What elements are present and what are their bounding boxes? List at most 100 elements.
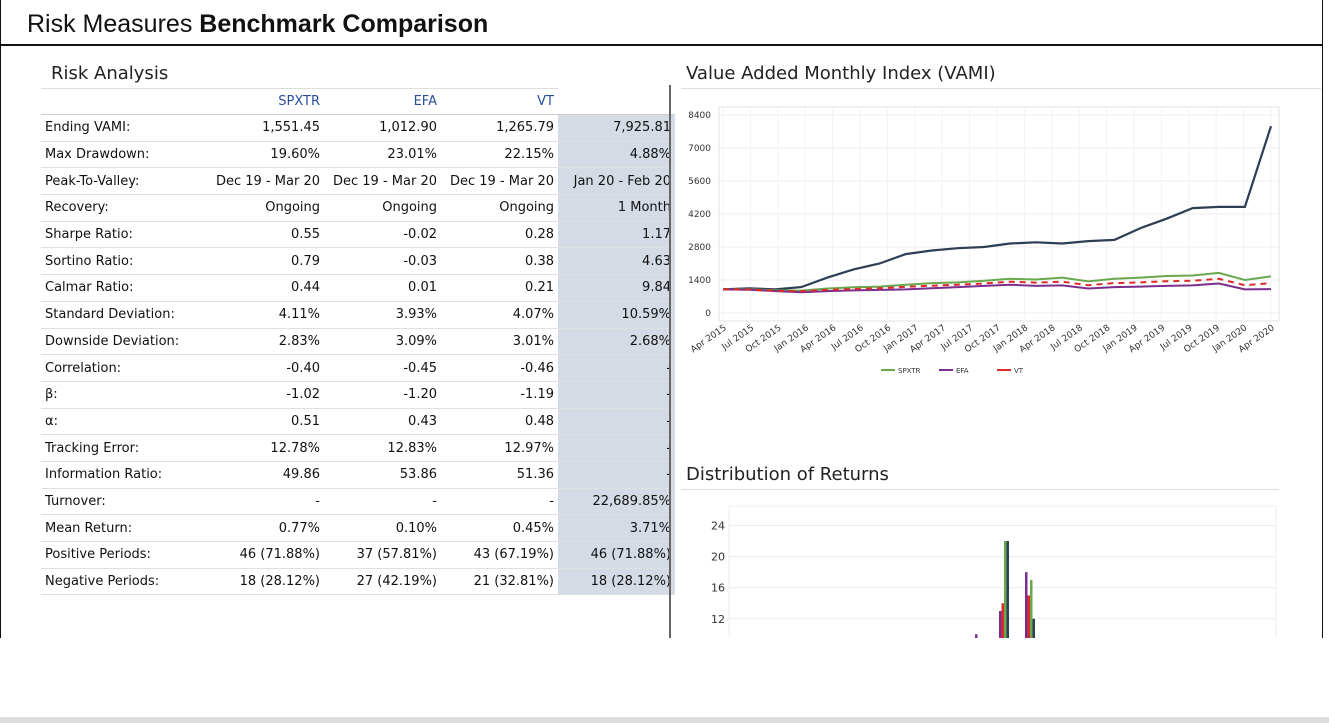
legend-label: VT <box>1014 367 1024 375</box>
y-tick-label: 8400 <box>688 111 711 121</box>
histogram-bar <box>999 611 1002 638</box>
cell-spxtr: 18 (28.12%) <box>207 568 324 596</box>
y-tick-label: 16 <box>711 582 725 595</box>
column-header-efa: EFA <box>324 88 441 115</box>
table-row: Sortino Ratio: 0.79 -0.03 0.38 4.63 <box>41 247 675 276</box>
histogram-bar <box>1030 579 1033 638</box>
row-label: Ending VAMI: <box>41 114 207 142</box>
table-row: Max Drawdown: 19.60% 23.01% 22.15% 4.88% <box>41 141 675 169</box>
histogram-bar <box>1032 618 1035 638</box>
row-label: Peak-To-Valley: <box>41 167 207 196</box>
cell-spxtr: 0.79 <box>207 247 324 276</box>
legend-label: SPXTR <box>898 367 921 375</box>
cell-vt: 51.36 <box>441 461 558 489</box>
title-bold: Benchmark Comparison <box>199 10 489 38</box>
plot-area <box>728 505 1277 638</box>
cell-efa: 3.93% <box>324 301 441 329</box>
cell-portfolio: 46 (71.88%) <box>558 541 675 569</box>
bottom-band <box>0 717 1329 723</box>
cell-portfolio: 4.63 <box>558 247 675 276</box>
cell-portfolio: - <box>558 461 675 489</box>
row-label: Standard Deviation: <box>41 301 207 329</box>
risk-analysis-title: Risk Analysis <box>51 63 169 84</box>
risk-table: SPXTR EFA VT Ending VAMI: 1,551.45 1,012.9… <box>41 88 675 596</box>
table-row: Downside Deviation: 2.83% 3.09% 3.01% 2.68% <box>41 328 675 356</box>
cell-vt: 43 (67.19%) <box>441 541 558 569</box>
histogram-bar <box>1006 541 1009 638</box>
cell-efa: 37 (57.81%) <box>324 541 441 569</box>
legend-label: EFA <box>956 367 969 375</box>
table-row: Tracking Error:12.78%12.83%12.97%- <box>41 434 675 462</box>
cell-vt: 4.07% <box>441 301 558 329</box>
row-label: Turnover: <box>41 488 207 516</box>
table-row: Calmar Ratio: 0.44 0.01 0.21 9.84 <box>41 274 675 302</box>
vami-rule <box>681 88 1321 89</box>
title-light: Risk Measures <box>27 10 193 38</box>
table-row: Ending VAMI: 1,551.45 1,012.90 1,265.79 7,92… <box>41 114 675 142</box>
cell-portfolio: 1.17 <box>558 221 675 249</box>
cell-efa: -0.02 <box>324 221 441 249</box>
report-page: Risk Measures Benchmark Comparison Risk … <box>0 0 1323 638</box>
cell-vt: 0.28 <box>441 221 558 249</box>
cell-spxtr: -0.40 <box>207 354 324 382</box>
page-title: Risk Measures Benchmark Comparison <box>27 10 488 39</box>
cell-portfolio: 2.68% <box>558 328 675 356</box>
row-label: Positive Periods: <box>41 541 207 569</box>
cell-spxtr: 4.11% <box>207 301 324 329</box>
vami-title: Value Added Monthly Index (VAMI) <box>686 63 996 84</box>
cell-efa: Dec 19 - Mar 20 <box>324 167 441 196</box>
cell-spxtr: 0.51 <box>207 408 324 436</box>
cell-efa: -1.20 <box>324 381 441 409</box>
y-tick-label: 24 <box>711 520 725 533</box>
distribution-chart: 812162024 <box>711 505 1277 638</box>
column-header-portfolio <box>558 88 675 115</box>
table-row: β:-1.02-1.20-1.19- <box>41 381 675 409</box>
cell-vt: Dec 19 - Mar 20 <box>441 167 558 196</box>
row-label: Tracking Error: <box>41 434 207 462</box>
row-label: Downside Deviation: <box>41 328 207 356</box>
table-row: Standard Deviation: 4.11% 3.93% 4.07% 10.59% <box>41 301 675 329</box>
cell-efa: 23.01% <box>324 141 441 169</box>
cell-spxtr: 49.86 <box>207 461 324 489</box>
cell-portfolio: Jan 20 - Feb 20 <box>558 167 675 196</box>
cell-portfolio: 1 Month <box>558 194 675 222</box>
y-tick-label: 1400 <box>688 276 711 286</box>
cell-spxtr: 1,551.45 <box>207 114 324 142</box>
cell-portfolio: 10.59% <box>558 301 675 329</box>
cell-vt: - <box>441 488 558 516</box>
cell-efa: 3.09% <box>324 328 441 356</box>
row-label: Sharpe Ratio: <box>41 221 207 249</box>
cell-vt: 0.48 <box>441 408 558 436</box>
cell-spxtr: 0.55 <box>207 221 324 249</box>
series-line <box>722 282 1272 294</box>
histogram-bar <box>1001 603 1004 638</box>
cell-vt: 0.45% <box>441 514 558 542</box>
table-row: Positive Periods: 46 (71.88%) 37 (57.81%) 4… <box>41 541 675 569</box>
row-label: β: <box>41 381 207 409</box>
cell-efa: Ongoing <box>324 194 441 222</box>
table-row: Peak-To-Valley: Dec 19 - Mar 20 Dec 19 - M… <box>41 167 675 196</box>
cell-vt: -1.19 <box>441 381 558 409</box>
section-divider <box>669 85 671 638</box>
cell-portfolio: - <box>558 434 675 462</box>
table-row: Correlation:-0.40-0.45-0.46- <box>41 354 675 382</box>
cell-portfolio: 18 (28.12%) <box>558 568 675 596</box>
x-tick-label: Apr 2015 <box>689 323 729 355</box>
cell-efa: 0.10% <box>324 514 441 542</box>
y-tick-label: 2800 <box>688 243 711 253</box>
cell-efa: - <box>324 488 441 516</box>
series-line <box>722 125 1273 291</box>
cell-portfolio: - <box>558 381 675 409</box>
cell-efa: -0.03 <box>324 247 441 276</box>
cell-vt: 22.15% <box>441 141 558 169</box>
y-tick-label: 7000 <box>688 144 711 154</box>
row-label: Information Ratio: <box>41 461 207 489</box>
cell-efa: 53.86 <box>324 461 441 489</box>
row-label: Max Drawdown: <box>41 141 207 169</box>
cell-efa: 12.83% <box>324 434 441 462</box>
column-header-spxtr: SPXTR <box>207 88 324 115</box>
series-line <box>722 271 1272 292</box>
cell-spxtr: - <box>207 488 324 516</box>
histogram-bar <box>1027 595 1030 638</box>
